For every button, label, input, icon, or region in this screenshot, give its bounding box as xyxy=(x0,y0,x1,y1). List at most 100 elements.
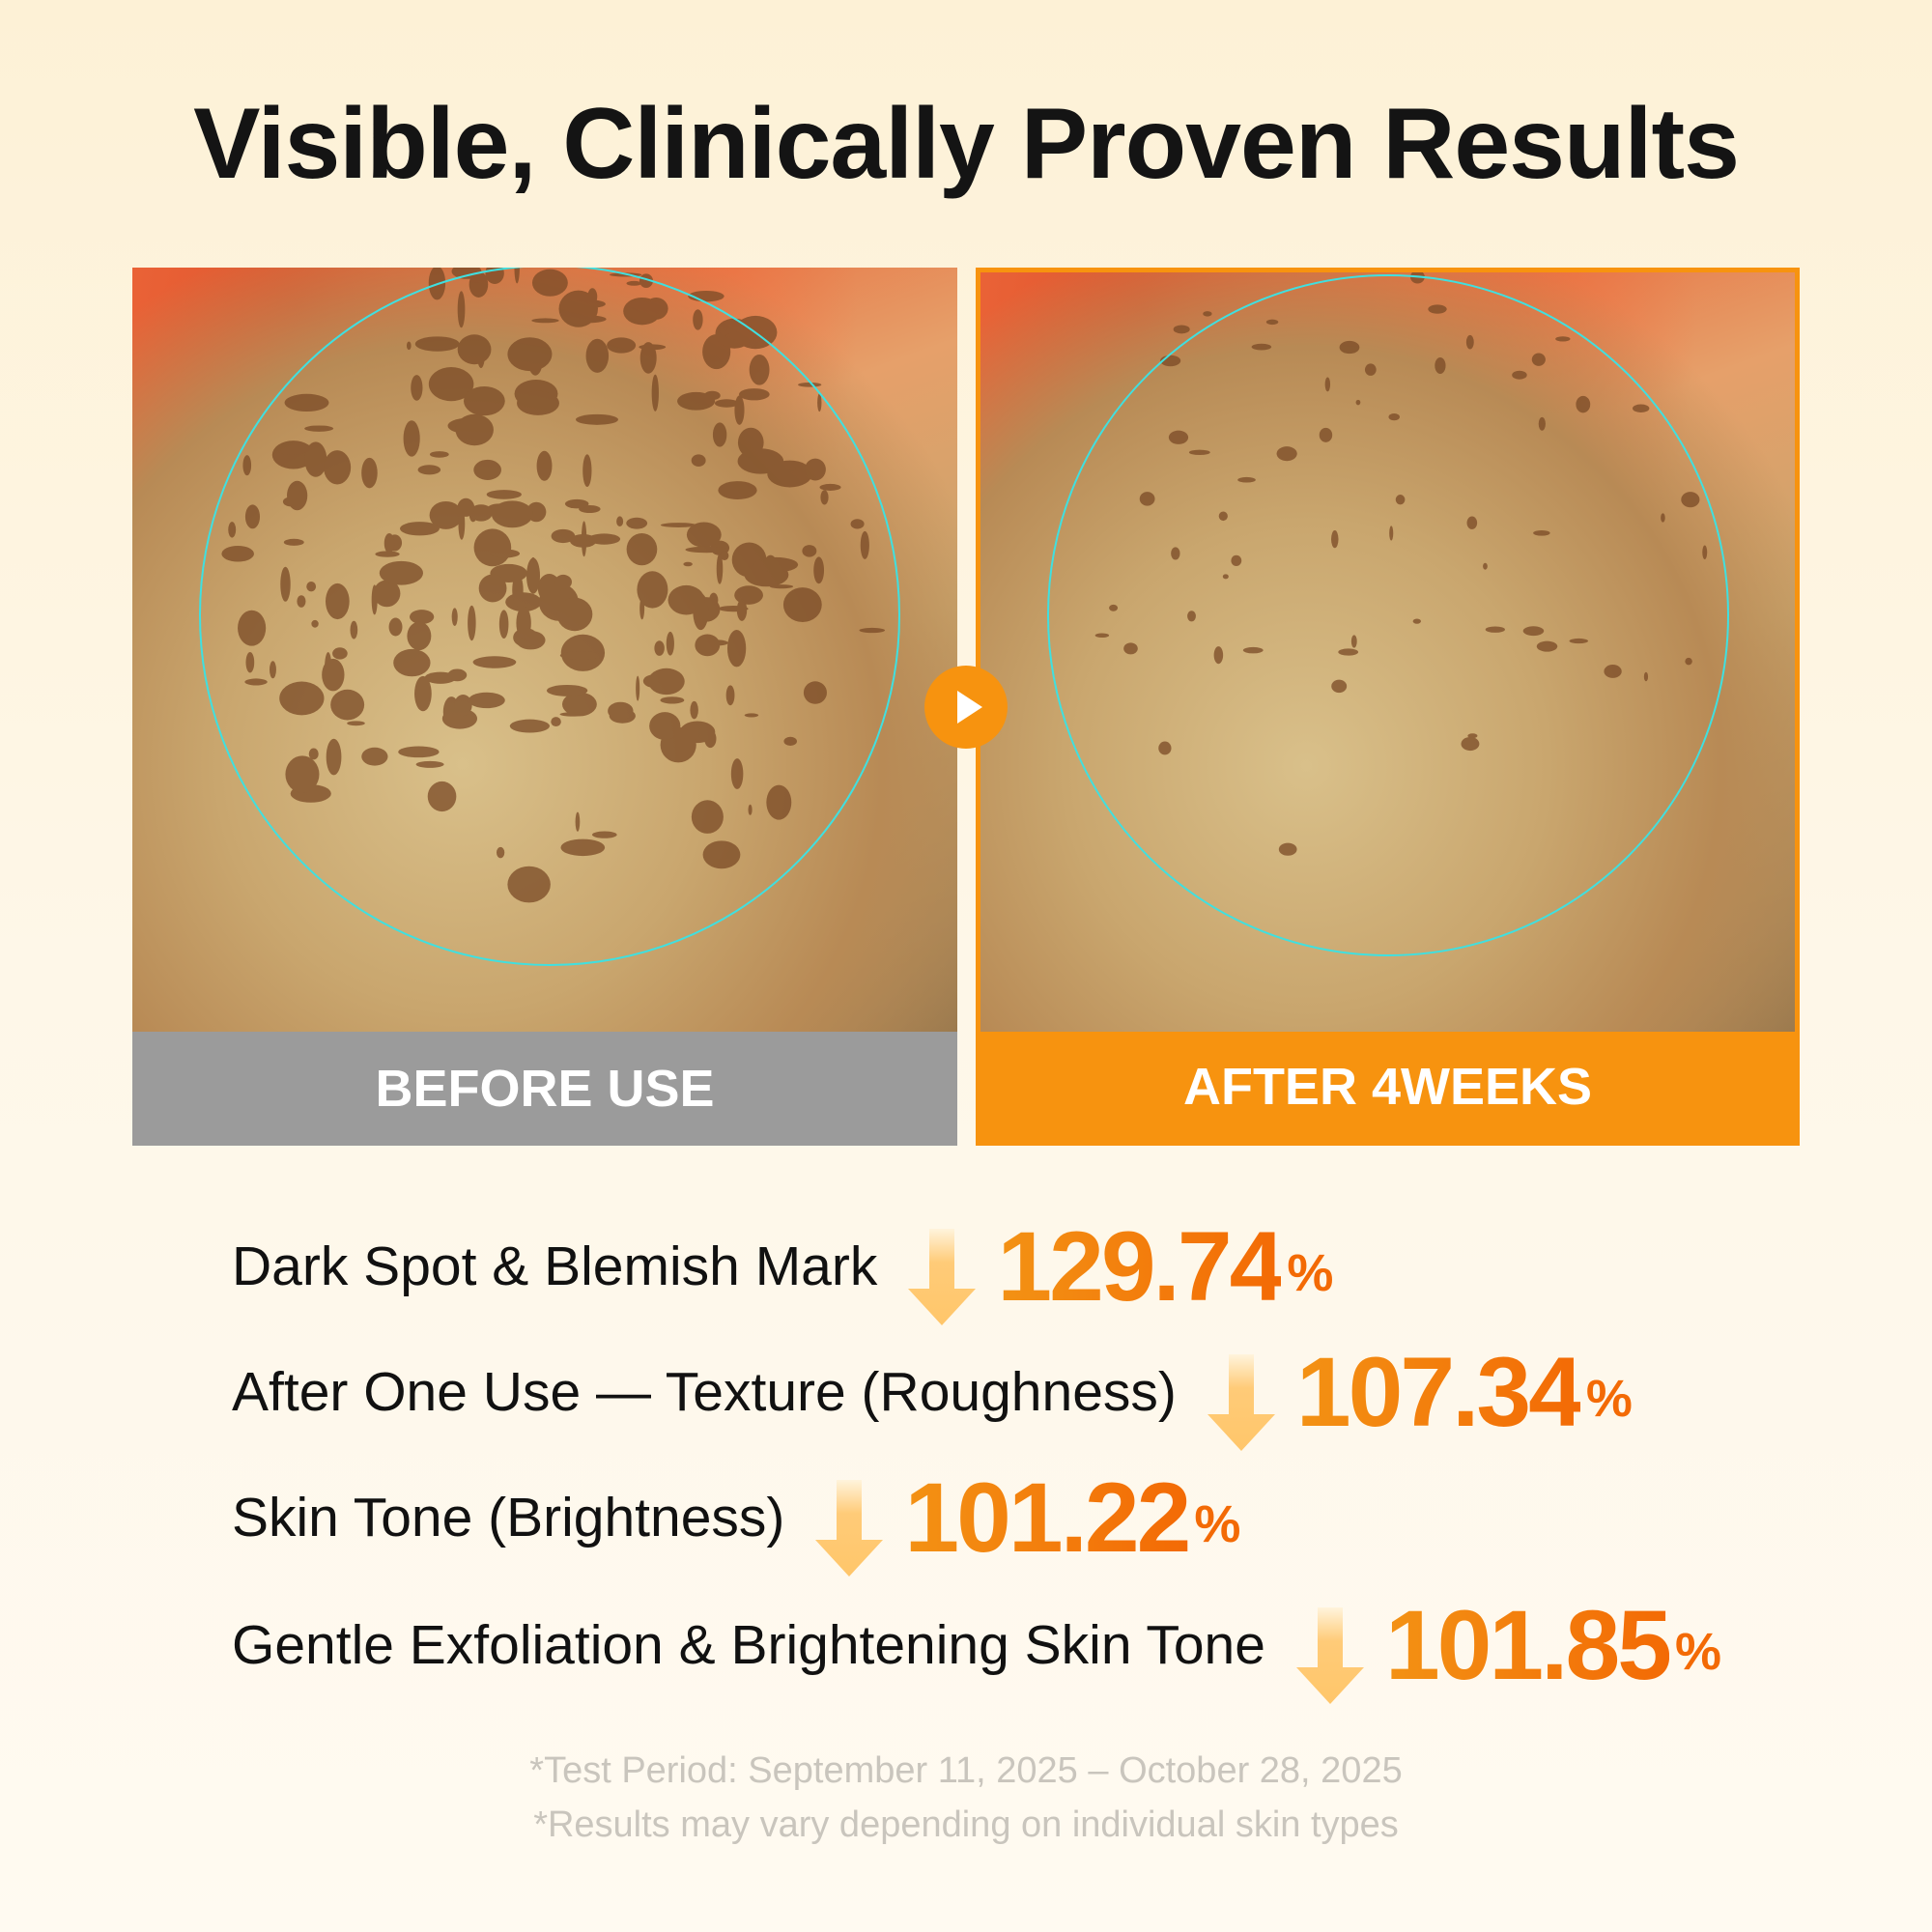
before-label: BEFORE USE xyxy=(132,1032,957,1146)
dark-spot xyxy=(509,719,550,733)
dark-spot xyxy=(427,781,457,812)
dark-spot xyxy=(1319,427,1333,442)
dark-spot xyxy=(428,367,474,402)
dark-spot xyxy=(457,291,466,328)
dark-spot xyxy=(734,395,745,425)
dark-spot xyxy=(820,490,829,505)
dark-spot xyxy=(455,413,494,446)
dark-spot xyxy=(744,713,759,718)
dark-spot xyxy=(306,582,317,592)
dark-spot xyxy=(1389,526,1394,541)
dark-spot xyxy=(1409,272,1425,284)
dark-spot xyxy=(468,692,505,709)
dark-spot xyxy=(1213,646,1224,665)
dark-spot xyxy=(393,648,431,677)
play-icon xyxy=(924,666,1008,749)
dark-spot xyxy=(769,584,794,589)
dark-spot xyxy=(469,504,493,522)
dark-spot xyxy=(581,521,587,557)
dark-spot xyxy=(285,755,320,793)
result-label: After One Use — Texture (Roughness) xyxy=(232,1361,1177,1423)
dark-spot xyxy=(473,528,512,567)
dark-spot xyxy=(607,337,637,354)
dark-spot xyxy=(1231,554,1242,567)
dark-spot xyxy=(454,695,472,717)
dark-spot xyxy=(649,712,681,741)
dark-spot xyxy=(308,748,319,760)
dark-spot xyxy=(737,427,764,458)
dark-spot xyxy=(559,651,602,660)
dark-spot xyxy=(647,668,685,696)
dark-spot xyxy=(473,459,501,480)
result-row: Gentle Exfoliation & Brightening Skin To… xyxy=(232,1587,1721,1704)
dark-spot xyxy=(626,532,658,566)
dark-spot xyxy=(734,585,763,605)
dark-spot xyxy=(1435,357,1446,374)
dark-spot xyxy=(322,658,345,692)
dark-spot xyxy=(1364,363,1377,376)
dark-spot xyxy=(361,457,378,489)
dark-spot xyxy=(1251,343,1272,351)
after-label: AFTER 4WEEKS xyxy=(980,1032,1795,1141)
dark-spot xyxy=(1661,513,1665,523)
footnote-test-period: *Test Period: September 11, 2025 – Octob… xyxy=(529,1750,1403,1791)
dark-spot xyxy=(559,712,585,717)
dark-spot xyxy=(1168,430,1189,444)
dark-spot xyxy=(551,528,576,544)
dark-spot xyxy=(767,460,812,488)
dark-spot xyxy=(546,684,588,696)
dark-spot xyxy=(507,866,551,903)
result-value: 107.34 xyxy=(1295,1336,1583,1447)
arrow-down-icon xyxy=(908,1229,977,1325)
dark-spot xyxy=(1242,646,1264,654)
result-row: After One Use — Texture (Roughness) 107.… xyxy=(232,1334,1633,1451)
dark-spot xyxy=(1278,842,1297,856)
dark-spot xyxy=(311,619,319,628)
after-skin-photo xyxy=(980,272,1795,1032)
dark-spot xyxy=(361,747,388,766)
dark-spot xyxy=(738,388,770,401)
dark-spot xyxy=(1203,311,1212,317)
dark-spot xyxy=(407,621,432,651)
result-value: 101.22 xyxy=(904,1462,1191,1573)
dark-spot xyxy=(491,500,533,528)
dark-spot xyxy=(536,450,553,481)
dark-spot xyxy=(414,675,432,712)
dark-spot xyxy=(384,533,395,554)
dark-spot xyxy=(531,269,568,297)
dark-spot xyxy=(350,620,358,639)
dark-spot xyxy=(490,549,521,558)
dark-spot xyxy=(526,557,541,594)
result-label: Dark Spot & Blemish Mark xyxy=(232,1236,878,1297)
analysis-circle xyxy=(1047,274,1729,956)
page-title: Visible, Clinically Proven Results xyxy=(193,88,1740,200)
dark-spot xyxy=(1171,547,1180,560)
dark-spot xyxy=(1094,633,1110,639)
dark-spot xyxy=(788,467,796,471)
dark-spot xyxy=(702,840,741,869)
dark-spot xyxy=(410,610,435,625)
dark-spot xyxy=(805,458,826,481)
dark-spot xyxy=(242,455,252,476)
dark-spot xyxy=(803,681,827,704)
result-value: 129.74 xyxy=(997,1210,1284,1321)
dark-spot xyxy=(616,516,624,526)
dark-spot xyxy=(782,587,822,622)
dark-spot xyxy=(564,498,589,509)
dark-spot xyxy=(1324,377,1331,392)
dark-spot xyxy=(451,608,458,626)
result-unit: % xyxy=(1287,1244,1334,1302)
dark-spot xyxy=(720,551,729,561)
dark-spot xyxy=(1555,336,1571,342)
dark-spot xyxy=(287,480,308,511)
arrow-down-icon xyxy=(1207,1354,1275,1451)
dark-spot xyxy=(623,297,662,326)
dark-spot xyxy=(651,374,659,412)
dark-spot xyxy=(1187,611,1196,622)
arrow-down-icon xyxy=(815,1480,884,1577)
dark-spot xyxy=(478,574,507,603)
dark-spot xyxy=(516,606,531,640)
dark-spot xyxy=(498,610,509,639)
dark-spot xyxy=(636,675,640,701)
result-label: Skin Tone (Brightness) xyxy=(232,1487,785,1548)
